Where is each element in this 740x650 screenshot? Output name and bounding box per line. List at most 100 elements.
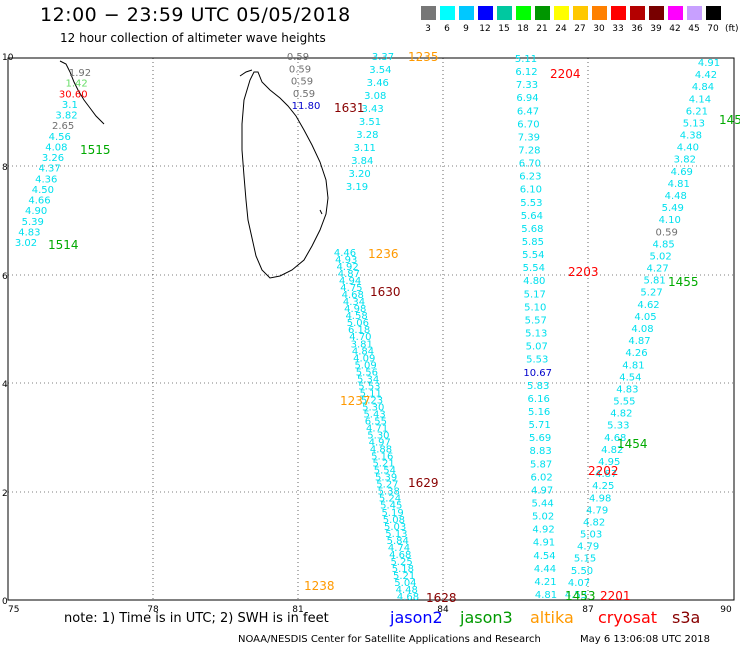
- wave-height-value: 30.60: [59, 89, 88, 100]
- grid-lines: [8, 58, 734, 600]
- wave-height-value: 5.07: [526, 342, 548, 353]
- wave-height-value: 4.91: [533, 538, 555, 549]
- latitude-label: 0: [2, 597, 8, 607]
- wave-height-value: 4.83: [18, 227, 40, 238]
- latitude-label: 6: [2, 272, 8, 282]
- latitude-label: 4: [2, 380, 8, 390]
- wave-height-value: 4.09: [353, 353, 375, 364]
- color-swatch: [440, 6, 455, 20]
- wave-height-value: 7.33: [516, 80, 538, 91]
- color-scale-tick: 15: [498, 24, 510, 34]
- longitude-label: 75: [8, 605, 19, 615]
- wave-height-value: 5.23: [361, 395, 383, 406]
- wave-height-value: 4.91: [698, 58, 720, 69]
- wave-height-value: 5.16: [371, 452, 393, 463]
- wave-height-value: 4.14: [689, 94, 711, 105]
- wave-height-value: 3.37: [372, 52, 394, 63]
- wave-height-value: 4.07: [568, 578, 590, 589]
- wave-height-value: 4.70: [349, 332, 371, 343]
- wave-height-value: 5.08: [383, 515, 405, 526]
- wave-height-value: 5.54: [522, 250, 544, 261]
- wave-height-value: 4.81: [535, 590, 557, 601]
- wave-height-value: 0.59: [287, 52, 309, 63]
- wave-height-value: 4.82: [583, 517, 605, 528]
- wave-height-value: 5.21: [393, 571, 415, 582]
- wave-height-value: 6.94: [516, 93, 538, 104]
- wave-height-value: 4.58: [345, 311, 367, 322]
- color-swatch: [516, 6, 531, 20]
- wave-height-value: 4.88: [370, 445, 392, 456]
- track-time-label: 2203: [568, 265, 599, 279]
- wave-height-value: 5.64: [521, 211, 543, 222]
- wave-height-value: 5.19: [381, 508, 403, 519]
- wave-height-value: 4.97: [369, 438, 391, 449]
- wave-height-value: 4.36: [35, 174, 57, 185]
- wave-height-value: 4.84: [352, 346, 374, 357]
- latitude-label: 2: [2, 489, 8, 499]
- wave-height-value: 5.11: [360, 388, 382, 399]
- wave-height-value: 4.82: [601, 445, 623, 456]
- color-swatch: [478, 6, 493, 20]
- wave-height-value: 5.25: [390, 557, 412, 568]
- wave-height-value: 4.25: [592, 481, 614, 492]
- track-time-label: 1237: [340, 394, 371, 408]
- wave-height-value: 2.65: [52, 121, 74, 132]
- wave-height-value: 5.54: [374, 466, 396, 477]
- wave-height-value: 0.59: [289, 64, 311, 75]
- wave-height-value: 4.85: [653, 239, 675, 250]
- wave-height-value: 4.87: [595, 469, 617, 480]
- wave-height-value: 5.39: [22, 217, 44, 228]
- altimeter-tracks: 1.921.4230.603.13.822.654.564.083.264.37…: [15, 52, 720, 603]
- wave-height-value: 4.21: [534, 577, 556, 588]
- wave-height-value: 5.13: [525, 329, 547, 340]
- wave-height-value: 5.18: [392, 564, 414, 575]
- wave-height-value: 5.50: [571, 566, 593, 577]
- wave-height-value: 4.95: [598, 457, 620, 468]
- wave-height-value: 4.69: [671, 167, 693, 178]
- satellite-legend-item: jason3: [460, 608, 513, 627]
- color-scale-tick: 45: [688, 24, 700, 34]
- wave-height-value: 5.30: [367, 431, 389, 442]
- wave-height-value: 4.75: [340, 283, 362, 294]
- wave-height-value: 4.81: [622, 360, 644, 371]
- wave-height-value: 3.1: [62, 100, 78, 111]
- wave-height-value: 6.12: [515, 67, 537, 78]
- wave-height-value: 3.19: [346, 182, 368, 193]
- latitude-label: 8: [2, 163, 8, 173]
- wave-height-value: 5.09: [354, 360, 376, 371]
- longitude-label: 78: [147, 605, 159, 615]
- sri-lanka-coastline: [241, 71, 329, 279]
- color-scale-tick: 39: [650, 24, 662, 34]
- color-swatch: [630, 6, 645, 20]
- wave-height-value: 5.53: [358, 381, 380, 392]
- track-time-label: 1630: [370, 285, 401, 299]
- wave-height-value: 4.26: [625, 348, 647, 359]
- wave-height-value: 5.03: [580, 530, 602, 541]
- wave-height-value: 0.59: [293, 89, 315, 100]
- generated-timestamp: May 6 13:06:08 UTC 2018: [580, 634, 710, 645]
- india-coastline: [59, 60, 105, 125]
- wave-height-value: 5.56: [356, 367, 378, 378]
- color-scale-tick: 30: [593, 24, 605, 34]
- color-scale-tick: 6: [444, 24, 450, 34]
- wave-height-value: 4.50: [32, 185, 54, 196]
- wave-height-value: 4.42: [695, 70, 717, 81]
- track-time-label: 1454: [617, 437, 648, 451]
- wave-height-value: 4.68: [389, 550, 411, 561]
- wave-height-value: 5.39: [375, 473, 397, 484]
- color-swatch: [706, 6, 721, 20]
- wave-height-value: 0.59: [656, 227, 678, 238]
- islet: [319, 209, 323, 215]
- wave-height-value: 3.02: [15, 238, 37, 249]
- wave-height-value: 5.34: [357, 374, 379, 385]
- wave-height-value: 5.33: [607, 421, 629, 432]
- wave-height-value: 3.28: [356, 130, 378, 141]
- color-scale-tick: 12: [479, 24, 491, 34]
- page-subtitle: 12 hour collection of altimeter wave hei…: [60, 31, 326, 45]
- wave-height-value: 6.02: [530, 472, 552, 483]
- track-time-label: 1236: [368, 247, 399, 261]
- wave-height-value: 4.68: [604, 433, 626, 444]
- wave-height-value: 5.81: [643, 276, 665, 287]
- wave-height-value: 4.98: [589, 493, 611, 504]
